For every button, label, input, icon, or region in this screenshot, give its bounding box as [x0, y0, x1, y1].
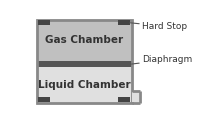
Text: Hard Stop: Hard Stop	[130, 22, 187, 31]
Text: Gas Chamber: Gas Chamber	[45, 35, 123, 45]
Bar	[118, 20, 130, 25]
Bar	[37, 20, 132, 103]
Text: Diaphragm: Diaphragm	[132, 55, 192, 64]
Bar	[37, 20, 132, 61]
Bar	[132, 92, 139, 102]
Bar	[38, 20, 50, 25]
Bar	[118, 97, 130, 102]
Text: Liquid Chamber: Liquid Chamber	[38, 80, 130, 90]
Bar	[37, 61, 132, 67]
Bar	[37, 20, 132, 103]
Bar	[38, 97, 50, 102]
